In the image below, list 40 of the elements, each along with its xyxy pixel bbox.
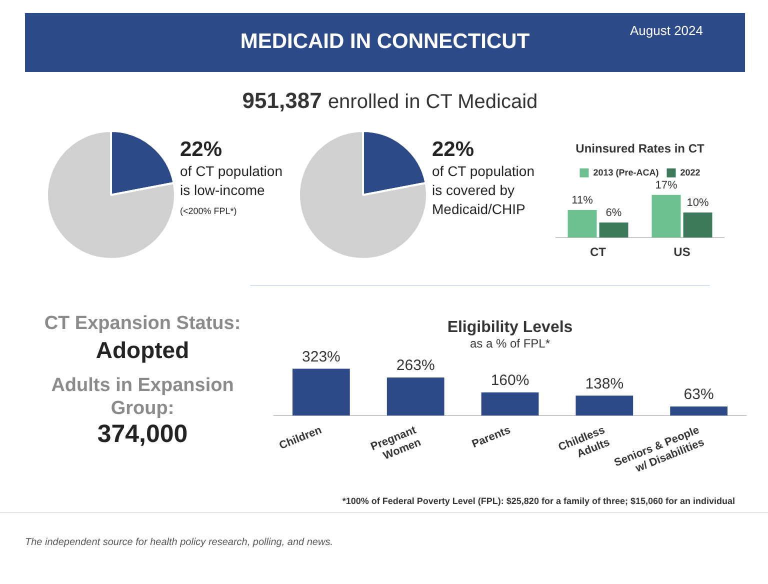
bar	[599, 222, 628, 238]
text: enrolled in CT Medicaid	[328, 91, 538, 113]
chart-title: Eligibility Levels	[447, 319, 573, 336]
data-label: 17%	[655, 179, 678, 192]
bar	[481, 392, 539, 416]
text: (<200% FPL*)	[180, 206, 238, 216]
data-label: 160%	[490, 372, 530, 390]
text: CT Expansion Status:	[43, 312, 242, 336]
text: of CT population is low-income	[180, 162, 284, 200]
bar	[670, 406, 728, 416]
data-label: 22%	[432, 138, 476, 162]
bar	[683, 212, 712, 238]
text: of CT population is covered by Medicaid/CHIP	[432, 162, 536, 219]
bar	[292, 368, 350, 416]
data-label: 6%	[606, 207, 622, 220]
text: August 2024	[630, 23, 703, 38]
data-label: 63%	[684, 386, 714, 404]
data-label: 263%	[396, 357, 435, 374]
x-tick-label: CT	[590, 245, 607, 260]
data-label: 22%	[180, 138, 224, 162]
data-label: 10%	[686, 197, 709, 210]
legend-label: 2013 (Pre-ACA)	[593, 167, 659, 178]
text: Adopted	[94, 336, 190, 364]
text: Adults in Expansion Group:	[50, 374, 235, 420]
x-tick-label: US	[674, 245, 690, 260]
bar	[568, 210, 597, 238]
chart-subtitle: as a % of FPL*	[470, 336, 550, 351]
chart-title: Uninsured Rates in CT	[576, 142, 706, 156]
bar	[576, 396, 634, 416]
data-label: 138%	[585, 375, 624, 392]
text: The independent source for health policy research, polling, and news.	[25, 537, 334, 548]
bar	[652, 194, 681, 238]
text: MEDICAID IN CONNECTICUT	[240, 30, 530, 53]
text: 951,387	[242, 88, 323, 113]
legend-label: 2022	[680, 167, 700, 178]
data-label: 11%	[572, 194, 594, 207]
text: *100% of Federal Poverty Level (FPL): $25,820 for a family of three; $15,060 for an individual	[341, 496, 735, 506]
bar	[386, 377, 444, 416]
text: 374,000	[96, 420, 189, 448]
data-label: 323%	[302, 348, 340, 366]
